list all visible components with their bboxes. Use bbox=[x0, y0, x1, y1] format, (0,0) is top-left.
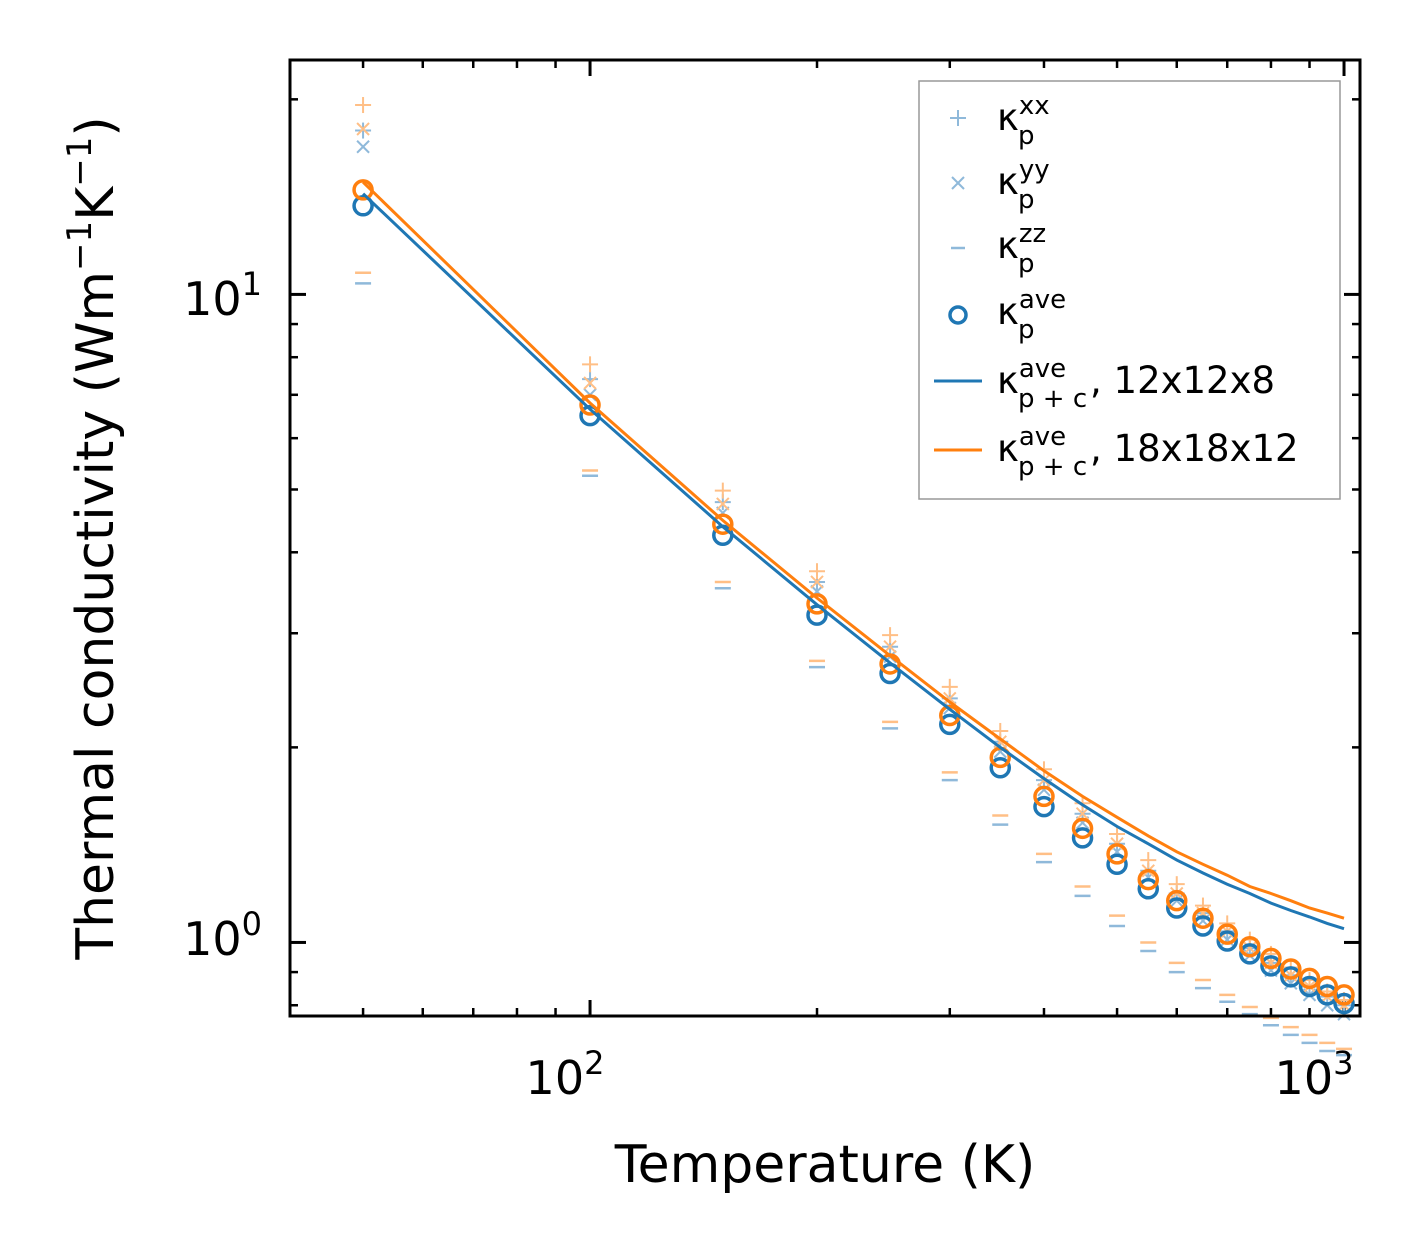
marker-kave-18x18x12 bbox=[1316, 975, 1338, 998]
legend-entry-kappa-pc-12x12x8: κave p + c, 12x12x8 bbox=[997, 354, 1275, 414]
cross-stroke-b bbox=[1284, 968, 1298, 982]
marker-kxx-18x18x12 bbox=[1168, 876, 1185, 893]
plot-frame bbox=[288, 58, 1362, 1018]
marker-kave-12x12x8 bbox=[989, 757, 1012, 779]
marker-kyy-12x12x8 bbox=[356, 140, 370, 154]
legend-entry-kappa-yy: κyy p bbox=[997, 155, 1050, 215]
marker-kave-12x12x8 bbox=[352, 195, 374, 217]
marker-kave-18x18x12 bbox=[579, 394, 601, 416]
x-tick-label-1000: 103 bbox=[1275, 1044, 1354, 1105]
marker-kyy-18x18x12 bbox=[943, 691, 957, 706]
line-kpc-ave-12x12x8 bbox=[362, 192, 1345, 931]
cross-stroke-b bbox=[1075, 806, 1090, 821]
marker-kyy-18x18x12 bbox=[356, 122, 370, 136]
legend-marker-cross bbox=[951, 176, 965, 190]
marker-kave-18x18x12 bbox=[1333, 984, 1355, 1006]
y-tick-label-10: 101 bbox=[183, 265, 262, 326]
cross-stroke-b bbox=[1170, 886, 1184, 901]
marker-kxx-18x18x12 bbox=[355, 97, 372, 114]
x-axis-title: Temperature (K) bbox=[614, 1135, 1036, 1195]
marker-kxx-18x18x12 bbox=[809, 563, 826, 580]
marker-kave-12x12x8 bbox=[1333, 992, 1355, 1015]
cross-stroke-b bbox=[583, 376, 597, 390]
marker-kave-18x18x12 bbox=[1137, 868, 1160, 891]
marker-kxx-12x12x8 bbox=[355, 122, 372, 139]
marker-kxx-18x18x12 bbox=[882, 627, 899, 644]
cross-stroke-b bbox=[356, 140, 370, 154]
marker-kave-18x18x12 bbox=[1071, 817, 1094, 840]
marker-kave-12x12x8 bbox=[1239, 943, 1261, 965]
marker-kxx-12x12x8 bbox=[582, 371, 599, 388]
marker-kyy-18x18x12 bbox=[716, 497, 730, 511]
legend-entry-kappa-xx: κxx p bbox=[997, 91, 1050, 151]
legend: κxx p κyy p κzz p κave p κave p + c, 12x12x8 … bbox=[918, 80, 1341, 500]
marker-kave-18x18x12 bbox=[1216, 923, 1238, 945]
marker-kyy-18x18x12 bbox=[1170, 886, 1184, 901]
cross-stroke-b bbox=[951, 176, 965, 190]
line-kpc-ave-18x18x12 bbox=[362, 181, 1345, 920]
marker-kave-18x18x12 bbox=[1260, 947, 1282, 970]
marker-kave-18x18x12 bbox=[1280, 958, 1302, 980]
marker-kave-12x12x8 bbox=[1192, 915, 1214, 937]
marker-kxx-18x18x12 bbox=[714, 482, 731, 499]
marker-kxx-18x18x12 bbox=[1109, 826, 1126, 843]
cross-stroke-b bbox=[810, 575, 824, 589]
y-axis-title: Thermal conductivity (Wm−1K−1) bbox=[60, 116, 126, 960]
marker-kxx-18x18x12 bbox=[992, 722, 1009, 739]
marker-kave-18x18x12 bbox=[1106, 843, 1128, 865]
marker-kave-18x18x12 bbox=[1033, 785, 1055, 808]
marker-kave-12x12x8 bbox=[1071, 827, 1094, 849]
cross-stroke-b bbox=[716, 497, 730, 511]
legend-entry-kappa-ave: κave p bbox=[997, 285, 1066, 345]
marker-kave-12x12x8 bbox=[1137, 878, 1160, 900]
marker-kave-12x12x8 bbox=[939, 713, 961, 736]
legend-marker-circle bbox=[948, 305, 968, 325]
marker-kyy-18x18x12 bbox=[1075, 806, 1090, 821]
cross-stroke-b bbox=[356, 122, 370, 136]
y-tick-label-1: 100 bbox=[183, 905, 262, 966]
legend-box bbox=[918, 80, 1341, 500]
marker-kave-12x12x8 bbox=[1166, 897, 1188, 919]
data-lines bbox=[362, 181, 1345, 931]
legend-entry-kappa-zz: κzz p bbox=[997, 219, 1046, 279]
marker-kave-18x18x12 bbox=[1239, 935, 1261, 958]
marker-kave-18x18x12 bbox=[1166, 889, 1188, 912]
cross-stroke-b bbox=[1037, 783, 1051, 797]
legend-markers bbox=[934, 110, 982, 452]
marker-kxx-18x18x12 bbox=[1140, 852, 1157, 869]
marker-kave-12x12x8 bbox=[1260, 955, 1282, 977]
marker-kyy-12x12x8 bbox=[1037, 783, 1051, 797]
legend-entry-kappa-pc-18x18x12: κave p + c, 18x18x12 bbox=[997, 422, 1299, 482]
marker-kyy-18x18x12 bbox=[583, 376, 597, 390]
marker-kave-18x18x12 bbox=[1192, 907, 1214, 929]
marker-kave-18x18x12 bbox=[1298, 967, 1321, 990]
legend-marker-plus bbox=[950, 110, 966, 126]
marker-kave-18x18x12 bbox=[712, 513, 734, 535]
cross-stroke-b bbox=[943, 691, 957, 706]
marker-kyy-18x18x12 bbox=[1284, 968, 1298, 982]
marker-kyy-18x18x12 bbox=[810, 575, 824, 589]
marker-kxx-18x18x12 bbox=[941, 678, 958, 695]
marker-kave-12x12x8 bbox=[1216, 930, 1238, 952]
marker-kave-12x12x8 bbox=[1106, 853, 1128, 876]
marker-kxx-18x18x12 bbox=[582, 356, 599, 373]
x-tick-label-100: 102 bbox=[526, 1044, 605, 1105]
marker-kave-12x12x8 bbox=[1033, 795, 1055, 818]
